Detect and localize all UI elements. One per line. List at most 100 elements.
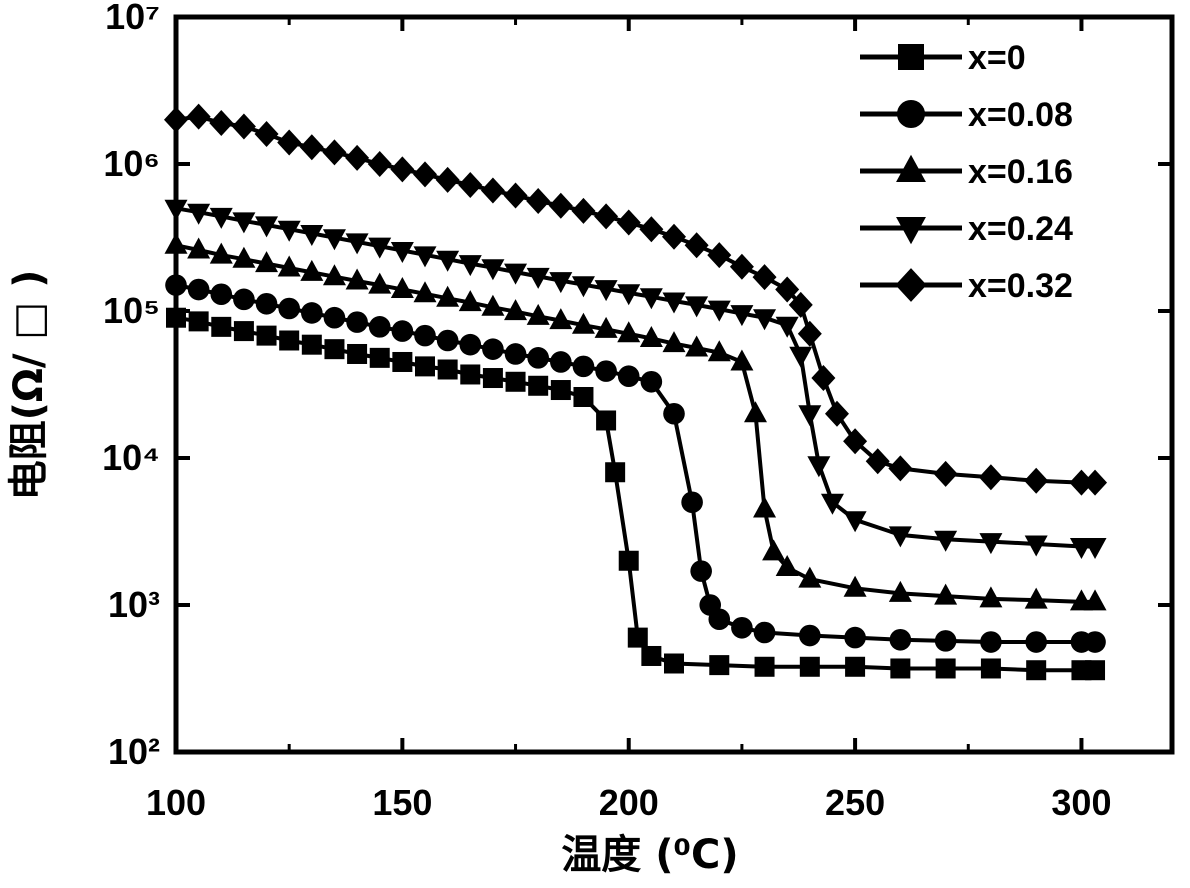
data-point — [707, 242, 731, 268]
data-point — [754, 622, 776, 644]
legend-marker — [895, 268, 926, 302]
series-line — [176, 245, 1095, 602]
data-point — [256, 293, 278, 315]
data-point — [573, 387, 593, 407]
data-point — [573, 356, 595, 378]
data-point — [527, 347, 549, 369]
legend-marker — [896, 217, 926, 244]
data-point — [1024, 468, 1048, 494]
data-point — [1025, 631, 1047, 653]
data-point — [392, 352, 412, 372]
data-point — [187, 104, 211, 130]
series-x=0 — [166, 308, 1105, 680]
data-point — [550, 351, 572, 373]
data-point — [1084, 631, 1106, 653]
data-point — [798, 405, 821, 426]
data-point — [188, 279, 210, 301]
data-point — [279, 330, 299, 350]
data-point — [708, 608, 730, 630]
data-point — [278, 298, 300, 320]
x-tick-label: 250 — [825, 782, 885, 823]
legend-entry: x=0.08 — [860, 96, 1073, 134]
data-point — [438, 359, 458, 379]
data-point — [346, 311, 368, 333]
data-point — [619, 551, 639, 571]
y-tick-label: 10² — [108, 731, 160, 772]
data-point — [981, 658, 1001, 678]
data-point — [481, 178, 505, 204]
data-point — [528, 376, 548, 396]
data-point — [506, 372, 526, 392]
data-point — [845, 657, 865, 677]
data-point — [807, 456, 830, 477]
data-point — [811, 365, 835, 391]
data-point — [483, 368, 503, 388]
data-point — [664, 653, 684, 673]
data-point — [594, 203, 618, 229]
data-point — [690, 560, 712, 582]
data-point — [302, 335, 322, 355]
data-point — [551, 380, 571, 400]
data-marks — [164, 104, 1107, 681]
data-point — [234, 321, 254, 341]
data-point — [639, 216, 663, 242]
data-point — [595, 360, 617, 382]
data-point — [257, 326, 277, 346]
data-point — [1083, 470, 1107, 496]
data-point — [255, 121, 279, 147]
data-point — [979, 464, 1003, 490]
data-point — [301, 302, 323, 324]
x-axis-title: 温度 (⁰C) — [561, 832, 738, 878]
data-point — [617, 209, 641, 235]
data-point — [209, 110, 233, 136]
data-point — [762, 539, 785, 560]
y-tick-label: 10⁶ — [103, 143, 160, 184]
data-point — [458, 172, 482, 198]
legend-label: x=0.16 — [968, 153, 1073, 191]
legend-entry: x=0.32 — [860, 267, 1073, 305]
data-point — [596, 410, 616, 430]
data-point — [505, 343, 527, 365]
series-x=0.32 — [164, 104, 1107, 496]
data-point — [798, 321, 822, 347]
data-point — [370, 348, 390, 368]
data-point — [277, 130, 301, 156]
data-point — [300, 134, 324, 160]
legend-entry: x=0 — [860, 39, 1026, 77]
y-tick-label: 10⁴ — [102, 437, 160, 478]
data-point — [685, 232, 709, 258]
data-point — [232, 113, 256, 139]
x-tick-label: 100 — [146, 782, 206, 823]
data-point — [571, 198, 595, 224]
data-point — [324, 339, 344, 359]
legend-label: x=0.32 — [968, 267, 1073, 305]
data-point — [800, 657, 820, 677]
data-point — [482, 338, 504, 360]
data-point — [459, 334, 481, 356]
legend-label: x=0.24 — [968, 210, 1073, 248]
data-point — [890, 629, 912, 651]
data-point — [776, 317, 799, 338]
data-point — [799, 625, 821, 647]
data-point — [392, 320, 414, 342]
data-point — [369, 316, 391, 338]
data-point — [436, 167, 460, 193]
data-point — [888, 455, 912, 481]
data-point — [662, 224, 686, 250]
y-axis-title: 电阻(Ω/ □ ) — [6, 270, 52, 501]
data-point — [681, 491, 703, 513]
x-tick-label: 200 — [599, 782, 659, 823]
data-point — [709, 655, 729, 675]
legend-marker — [898, 44, 924, 70]
y-tick-label: 10⁵ — [103, 290, 160, 331]
data-point — [936, 658, 956, 678]
data-point — [322, 139, 346, 165]
data-point — [526, 188, 550, 214]
data-point — [935, 630, 957, 652]
legend-label: x=0.08 — [968, 96, 1073, 134]
data-point — [730, 254, 754, 280]
data-point — [345, 145, 369, 171]
data-point — [731, 617, 753, 639]
data-point — [414, 325, 436, 347]
